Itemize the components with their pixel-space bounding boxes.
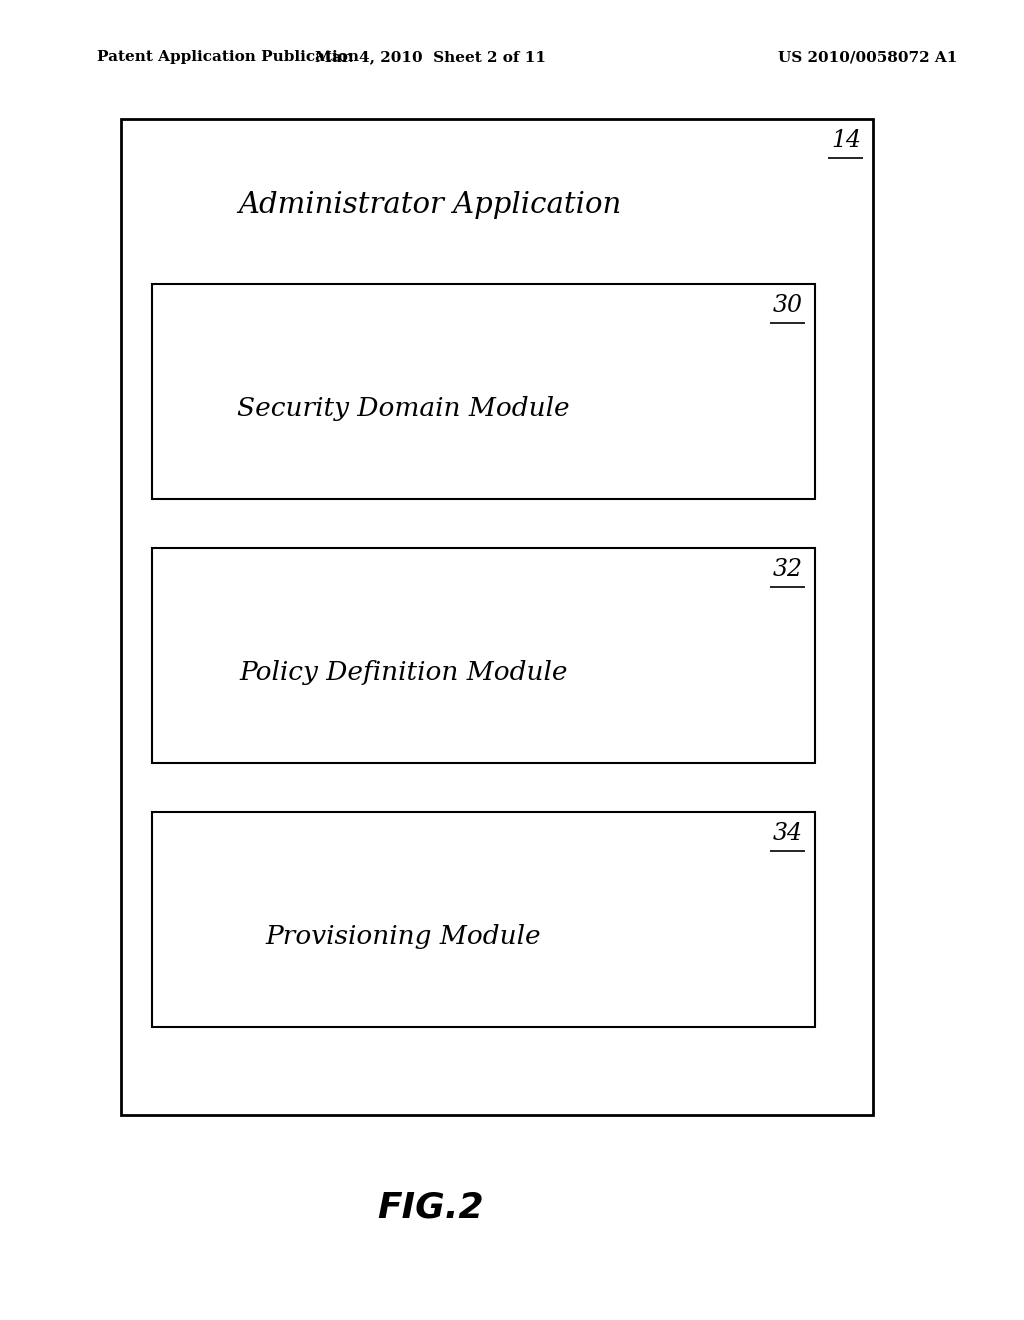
- Bar: [152, 548, 815, 763]
- Text: Security Domain Module: Security Domain Module: [238, 396, 570, 421]
- Text: Policy Definition Module: Policy Definition Module: [240, 660, 568, 685]
- Text: US 2010/0058072 A1: US 2010/0058072 A1: [778, 50, 957, 65]
- Text: Administrator Application: Administrator Application: [239, 190, 622, 219]
- Text: 34: 34: [773, 822, 803, 845]
- Text: Mar. 4, 2010  Sheet 2 of 11: Mar. 4, 2010 Sheet 2 of 11: [314, 50, 546, 65]
- Text: 30: 30: [773, 294, 803, 317]
- Bar: [121, 119, 873, 1115]
- Bar: [152, 284, 815, 499]
- Text: Provisioning Module: Provisioning Module: [266, 924, 542, 949]
- Bar: [152, 812, 815, 1027]
- Text: 32: 32: [773, 558, 803, 581]
- Text: 14: 14: [831, 129, 861, 152]
- Text: Patent Application Publication: Patent Application Publication: [97, 50, 359, 65]
- Text: FIG.2: FIG.2: [377, 1191, 483, 1225]
